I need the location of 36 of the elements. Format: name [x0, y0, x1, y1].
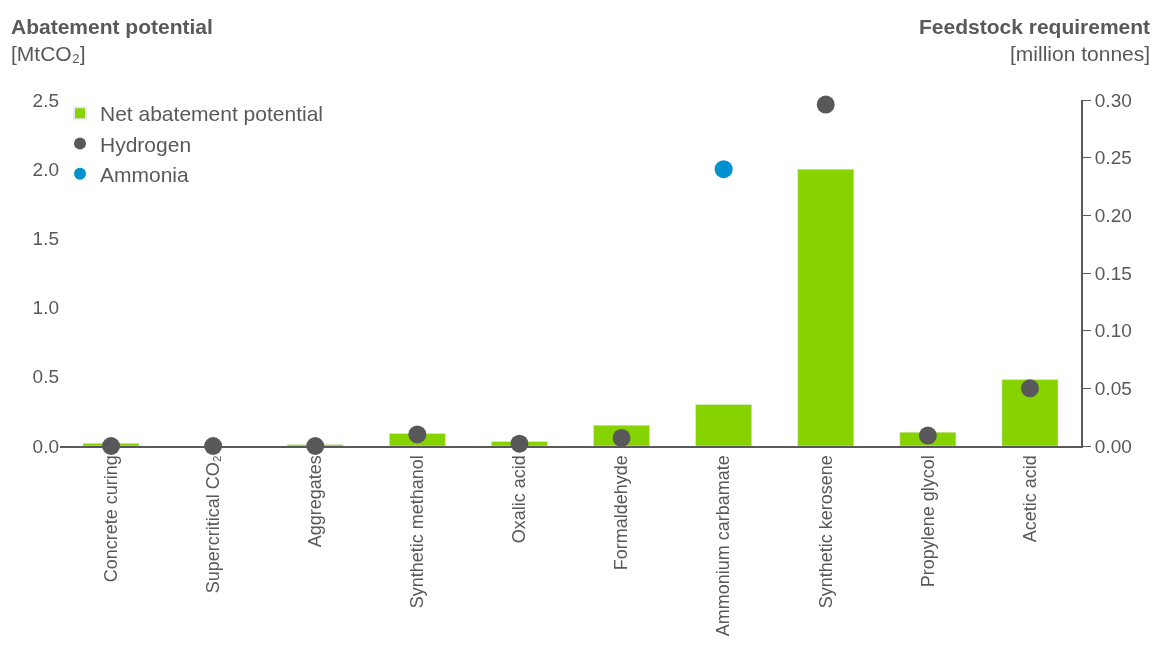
- bar: [797, 168, 855, 446]
- x-tick-label: Acetic acid: [1019, 455, 1040, 543]
- legend-label: Ammonia: [100, 163, 190, 187]
- y2-tick-label: 0.05: [1094, 377, 1132, 399]
- x-tick-label: Formaldehyde: [611, 455, 632, 571]
- y2-tick-label: 0.00: [1094, 435, 1132, 457]
- x-tick-label: Oxalic acid: [509, 455, 530, 544]
- y2-tick-label: 0.15: [1094, 262, 1132, 284]
- y-axis-title: Abatement potential [MtCO₂]: [11, 15, 213, 66]
- x-tick-label: Propylene glycol: [917, 455, 938, 588]
- x-tick-label: Aggregates: [305, 455, 326, 548]
- y-tick-label: 1.0: [32, 297, 59, 319]
- x-tick-label: Ammonium carbamate: [713, 455, 734, 637]
- y-tick-label: 0.0: [32, 435, 59, 457]
- x-tick-label: Concrete curing: [100, 455, 121, 583]
- point: [918, 426, 937, 445]
- y2-tick-label: 0.30: [1094, 89, 1132, 111]
- y2-tick-label: 0.20: [1094, 204, 1132, 226]
- point: [714, 160, 733, 179]
- bar: [695, 404, 752, 446]
- legend-label: Net abatement potential: [100, 102, 323, 126]
- y2-axis-title: Feedstock requirement [million tonnes]: [919, 15, 1151, 66]
- y2-tick-label: 0.10: [1094, 320, 1132, 342]
- legend-label: Hydrogen: [100, 132, 192, 156]
- point: [408, 425, 427, 444]
- y-tick-label: 2.0: [32, 158, 59, 180]
- y2-tick-label: 0.25: [1094, 147, 1132, 169]
- x-tick-label: Supercritical CO₂: [203, 455, 223, 594]
- bar: [1001, 379, 1059, 446]
- point: [816, 95, 835, 114]
- y-tick-label: 0.5: [32, 366, 59, 388]
- y-tick-label: 1.5: [32, 228, 59, 250]
- point: [1020, 379, 1039, 398]
- x-tick-label: Synthetic methanol: [407, 455, 428, 609]
- x-tick-label: Synthetic kerosene: [815, 455, 836, 609]
- y-tick-label: 2.5: [32, 89, 59, 111]
